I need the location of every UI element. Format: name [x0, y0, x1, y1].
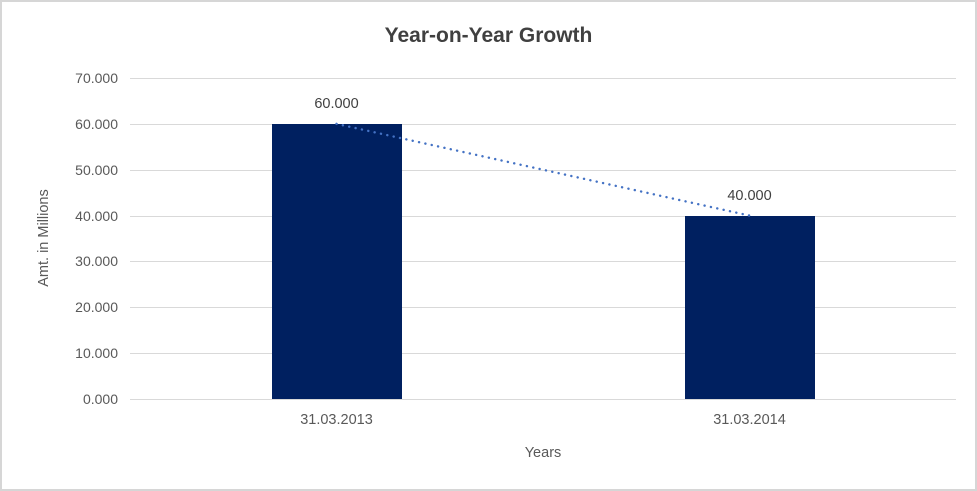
y-axis-tick-label: 20.000: [75, 299, 118, 316]
x-axis-title: Years: [524, 445, 562, 461]
y-axis-tick-label: 40.000: [75, 207, 118, 224]
gridline: [130, 169, 956, 171]
chart-title: Year-on-Year Growth: [384, 24, 593, 47]
gridline: [130, 353, 956, 355]
y-axis-tick-label: 10.000: [75, 345, 118, 362]
bar: [271, 123, 402, 399]
y-axis-tick-label: 60.000: [75, 115, 118, 132]
gridline: [130, 78, 956, 79]
y-axis-title: Amt. in Millions: [36, 189, 52, 287]
y-axis-tick-label: 30.000: [75, 253, 118, 270]
gridline: [130, 215, 956, 217]
bar: [684, 215, 815, 399]
y-axis-tick-label: 0.000: [82, 391, 118, 407]
plot-area: [130, 78, 956, 400]
gridline: [130, 399, 956, 400]
y-axis-tick-label: 50.000: [75, 161, 118, 178]
gridline: [130, 261, 956, 263]
x-axis-category-label: 31.03.2013: [300, 412, 373, 428]
bar-data-label: 60.000: [314, 95, 359, 112]
gridline: [130, 123, 956, 125]
x-axis-category-label: 31.03.2014: [713, 412, 786, 428]
gridline: [130, 307, 956, 309]
y-axis-tick-label: 70.000: [75, 70, 118, 86]
bar-data-label: 40.000: [727, 187, 772, 204]
